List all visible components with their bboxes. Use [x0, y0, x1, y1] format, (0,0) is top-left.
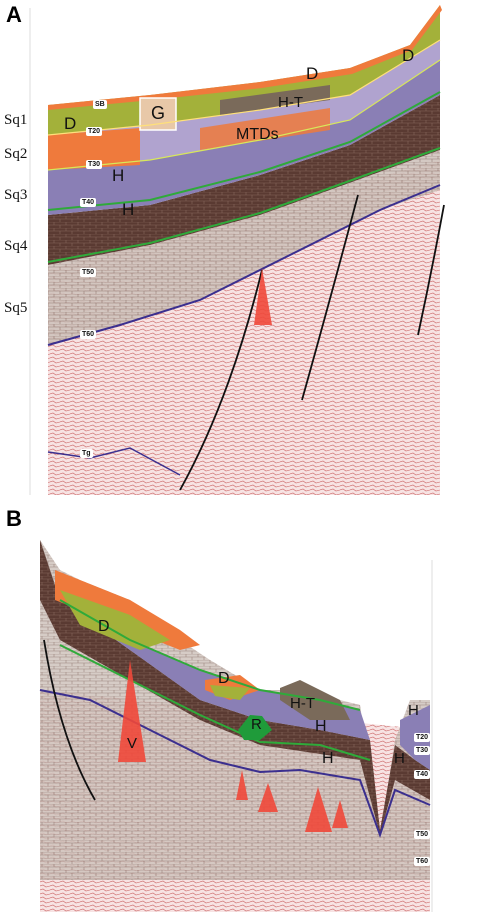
horizon-t50: [47, 147, 441, 263]
horizon-tag-sb: SB: [93, 100, 107, 109]
horizon-t40: [47, 91, 441, 211]
fault-line: [301, 194, 359, 401]
volcano-shape: [305, 787, 332, 832]
sq4-layer: [48, 95, 440, 265]
sequence-label-sq2: Sq2: [4, 146, 28, 162]
horizon-t60: [47, 184, 441, 346]
volcano-shape: [332, 800, 348, 828]
horizon-tg: [47, 447, 181, 476]
horizon-t50: [59, 644, 371, 761]
sq2-layer: [48, 40, 440, 170]
horizon-tag-tg: Tg: [80, 449, 93, 458]
panel-label-a: A: [6, 2, 22, 27]
sq5-layer: [48, 150, 440, 345]
unit-label-d: D: [218, 670, 230, 687]
sequence-label-sq5: Sq5: [4, 300, 28, 316]
sequence-label-sq4: Sq4: [4, 238, 28, 254]
horizon-tag-t30: T30: [86, 160, 103, 169]
unit-label-ht: H-T: [290, 695, 315, 712]
horizon-tag-t30: T30: [414, 746, 431, 755]
volcano-shape: [258, 783, 278, 812]
horizon-tag-t50: T50: [80, 268, 97, 277]
unit-label-v: V: [127, 735, 138, 752]
unit-label-d: D: [98, 618, 110, 635]
sequence-label-sq1: Sq1: [4, 112, 28, 128]
volcano-shape: [118, 660, 146, 762]
horizon-tag-t60: T60: [414, 857, 431, 866]
horizon-t40: [59, 599, 361, 711]
horizon-tag-t40: T40: [80, 198, 97, 207]
unit-label-h: H: [408, 702, 419, 719]
fault-line: [179, 269, 263, 491]
horizon-tag-t20: T20: [414, 733, 431, 742]
horizon-tag-t60: T60: [80, 330, 97, 339]
unit-label-mtds: MTDs: [236, 126, 279, 143]
unit-label-d: D: [64, 114, 77, 133]
unit-label-r: R: [251, 716, 262, 733]
fault-line: [43, 639, 96, 801]
unit-label-h: H: [122, 200, 135, 219]
volcano-shape: [236, 770, 248, 800]
seismic-section-a: [29, 5, 445, 495]
horizon-tag-t40: T40: [414, 770, 431, 779]
g-block: [139, 97, 177, 131]
unit-label-h: H: [322, 750, 334, 767]
unit-label-d: D: [306, 64, 319, 83]
reef-shape: [238, 715, 272, 740]
panel-label-b: B: [6, 506, 22, 531]
sq3-layer: [48, 60, 440, 215]
unit-label-d: D: [402, 46, 415, 65]
fault-line: [417, 204, 445, 336]
unit-label-h: H: [315, 718, 327, 735]
horizon-tag-t20: T20: [86, 127, 103, 136]
sequence-label-sq3: Sq3: [4, 187, 28, 203]
horizon-t60: [39, 689, 431, 839]
unit-label-h: H: [112, 166, 125, 185]
unit-label-ht: H-T: [278, 94, 303, 111]
volcano-shape: [254, 268, 272, 325]
unit-label-g: G: [151, 103, 166, 123]
unit-label-h: H: [394, 750, 405, 767]
horizon-tag-t50: T50: [414, 830, 431, 839]
